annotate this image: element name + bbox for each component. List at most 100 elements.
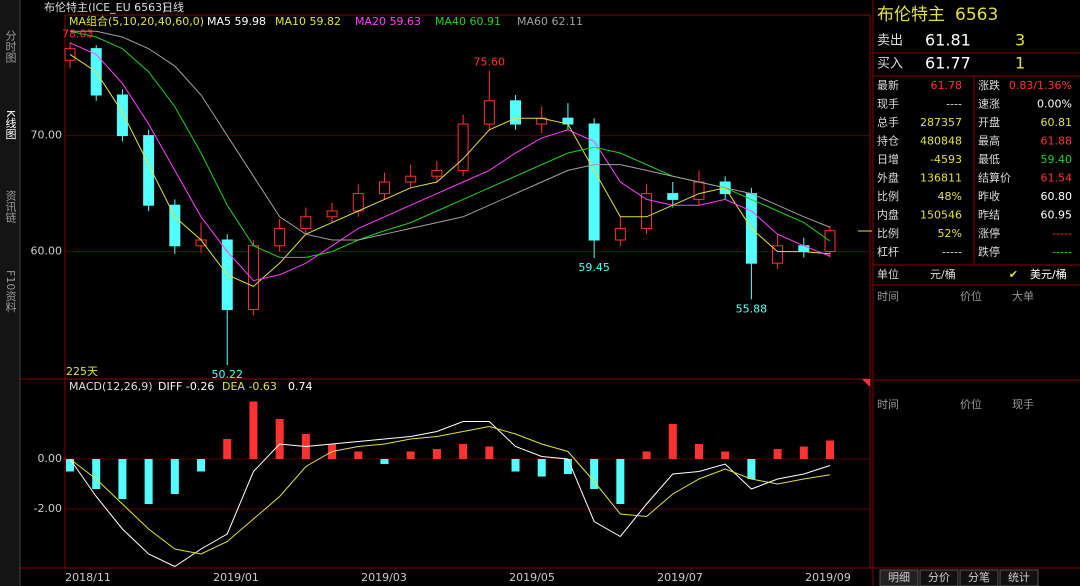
candle-body <box>300 216 312 229</box>
candle-body <box>772 245 784 264</box>
candle-body <box>667 193 679 200</box>
check: ✔ <box>1009 268 1018 281</box>
quote-value: 52% <box>938 227 962 240</box>
macd-bar <box>694 444 703 459</box>
quote-label: 最高 <box>978 134 1000 148</box>
quote-label: 开盘 <box>978 115 1000 129</box>
macd-bar <box>354 451 363 459</box>
x-tick-label: 2018/11 <box>65 571 111 584</box>
column-head: 时间 <box>877 290 899 303</box>
quote-label: 现手 <box>877 97 899 111</box>
macd-bar <box>432 449 441 459</box>
tab-bg <box>879 569 919 586</box>
quote-label: 总手 <box>877 115 899 129</box>
quote-label: 最低 <box>978 153 1000 166</box>
candle-body <box>116 94 128 137</box>
diff-label: DIFF -0.26 <box>158 380 214 393</box>
unit-option[interactable]: 元/桶 <box>930 267 956 281</box>
candle-body <box>352 193 364 212</box>
macd-bar <box>721 451 730 459</box>
range-label: 225天 <box>66 365 98 378</box>
quote-value: 150546 <box>920 209 962 222</box>
sidebar-tab[interactable]: F10资料 <box>4 270 17 313</box>
tab-bg <box>959 569 999 586</box>
quote-label: 外盘 <box>877 171 899 185</box>
candle-body <box>431 169 443 177</box>
quote-label: 速涨 <box>978 98 1000 111</box>
macd-bar <box>406 451 415 459</box>
candle-body <box>483 100 495 125</box>
tab[interactable]: 分笔 <box>968 570 990 584</box>
quote-label: 最新 <box>877 78 899 92</box>
quote-value: 287357 <box>920 116 962 129</box>
macd-bar <box>197 459 206 472</box>
quote-value: 480848 <box>920 135 962 148</box>
price-annotation: 55.88 <box>736 302 768 315</box>
macd-bar <box>118 459 127 499</box>
macd-bar <box>485 446 494 459</box>
ma-line <box>70 30 831 241</box>
quote-value: 60.95 <box>1041 209 1073 222</box>
macd-bar <box>275 419 284 459</box>
unit-option[interactable]: 美元/桶 <box>1030 267 1067 281</box>
ma-line <box>69 54 831 287</box>
candle-body <box>510 100 522 125</box>
quote-code: 6563 <box>955 5 998 25</box>
quote-label: 日增 <box>877 152 899 166</box>
candle-body <box>274 227 286 247</box>
candle-body <box>614 227 626 241</box>
corner-mark <box>862 379 870 387</box>
quote-value: ----- <box>1052 227 1072 240</box>
quote-value: 61.88 <box>1041 135 1073 148</box>
tab[interactable]: 分价 <box>928 571 950 584</box>
quote-value: -4593 <box>930 153 962 166</box>
column-head: 现手 <box>1012 397 1034 411</box>
dea-line <box>69 425 831 555</box>
quote-label: 卖出 <box>877 34 903 49</box>
y-tick-label: 60.00 <box>31 245 63 258</box>
macd-bar <box>537 459 546 477</box>
candle-body <box>143 135 155 206</box>
quote-volume: 1 <box>1015 54 1025 73</box>
y-tick-label: 0.00 <box>38 452 63 465</box>
macd-bar <box>590 459 599 489</box>
sidebar-tab[interactable]: 分时图 <box>4 30 17 64</box>
ma-legend: MA10 59.82 <box>275 15 341 28</box>
macd-bar <box>92 459 101 489</box>
tab[interactable]: 统计 <box>1008 571 1030 584</box>
quote-value: ---- <box>946 98 962 111</box>
macd-bar <box>380 459 389 464</box>
macd-bar <box>616 459 625 504</box>
macd-bar <box>773 449 782 459</box>
candle-body <box>326 210 338 218</box>
quote-label: 杠杆 <box>877 245 899 259</box>
symbol: 布伦特主(ICE_EU 6563) <box>44 0 166 14</box>
quote-volume: 3 <box>1015 31 1025 50</box>
quote-label: 比例 <box>877 226 899 240</box>
quote-label: 买入 <box>877 57 903 72</box>
quote-value: 136811 <box>920 172 962 185</box>
quote-value: 59.40 <box>1041 153 1073 166</box>
quote-label: 跌停 <box>978 245 1000 259</box>
price-annotation: 75.60 <box>474 56 506 69</box>
ma-legend: MA40 60.91 <box>435 15 501 28</box>
macd-bar <box>826 440 834 459</box>
ma-line <box>69 42 831 282</box>
quote-price: 61.77 <box>925 54 971 73</box>
x-tick-label: 2019/07 <box>657 571 703 584</box>
candle-body <box>588 123 600 241</box>
quote-value: 60.81 <box>1041 116 1073 129</box>
macd-label: 0.74 <box>288 380 313 393</box>
sidebar-tab[interactable]: 资讯链 <box>4 190 17 223</box>
ma-legend: MA60 62.11 <box>517 15 583 28</box>
candle-body <box>378 181 390 195</box>
price-annotation: 50.22 <box>211 368 243 381</box>
diff-line <box>69 421 831 568</box>
period[interactable]: 日线 <box>162 0 184 14</box>
quote-value: 0.83/1.36% <box>1009 79 1072 92</box>
quote-value: ----- <box>942 246 962 259</box>
candle-body <box>169 204 181 247</box>
sidebar-tab[interactable]: K线图 <box>4 110 17 140</box>
tab[interactable]: 明细 <box>888 571 910 584</box>
candle-body <box>247 245 259 311</box>
